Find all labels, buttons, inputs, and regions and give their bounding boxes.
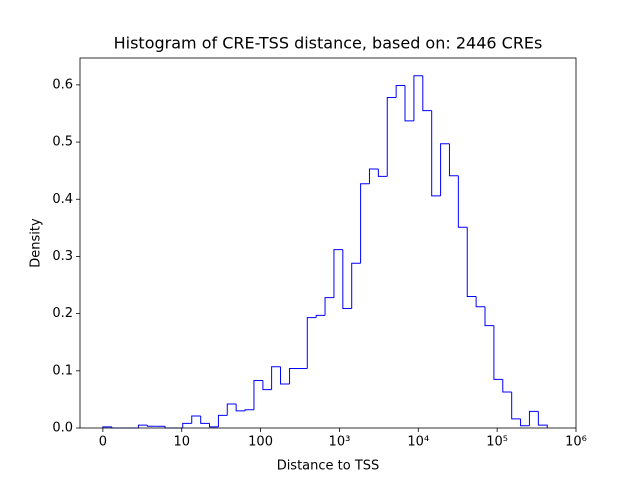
histogram-step: [146, 425, 157, 427]
y-tick-label: 0.0: [52, 421, 73, 436]
histogram-step: [137, 424, 148, 428]
histogram-step: [253, 380, 263, 410]
plot-frame: [79, 57, 577, 429]
y-tick-label: 0.2: [52, 306, 73, 321]
y-tick-label: 0.1: [52, 363, 73, 378]
x-tick-label: 100: [248, 435, 273, 450]
x-tick-label: 10⁶: [565, 435, 587, 450]
histogram-step: [235, 403, 246, 412]
x-axis-label: Distance to TSS: [277, 459, 380, 474]
histogram-step: [440, 143, 450, 196]
histogram-step: [324, 297, 334, 316]
histogram-step: [289, 368, 299, 384]
histogram-step: [208, 423, 219, 428]
y-tick-label: 0.3: [52, 249, 73, 264]
chart-title: Histogram of CRE-TSS distance, based on:…: [114, 34, 543, 53]
histogram-step: [333, 249, 343, 298]
y-tick-label: 0.6: [52, 77, 73, 92]
histogram-step: [431, 110, 441, 197]
histogram-step: [386, 96, 397, 177]
x-tick-label: 10³: [329, 435, 351, 450]
x-tick-label: 0: [99, 435, 107, 450]
histogram-step: [413, 75, 423, 121]
histogram-step: [226, 403, 237, 416]
histogram-step: [484, 306, 494, 327]
histogram-step: [271, 366, 281, 390]
histogram-step: [404, 85, 414, 122]
histogram-step: [368, 168, 379, 184]
histogram-step: [244, 409, 254, 411]
histogram-step: [217, 414, 228, 427]
histogram-step: [422, 75, 432, 112]
histogram-step: [395, 84, 406, 98]
histogram-step: [493, 325, 503, 380]
histogram-step: [457, 175, 468, 228]
histogram-step: [475, 296, 486, 308]
histogram-step: [306, 317, 317, 369]
histogram-step: [342, 249, 352, 309]
y-tick-label: 0.4: [52, 192, 73, 207]
histogram-step: [377, 168, 388, 177]
histogram-step: [182, 422, 192, 428]
x-tick-label: 10⁵: [486, 435, 508, 450]
y-axis-label: Density: [29, 218, 44, 268]
histogram-step: [511, 391, 521, 420]
histogram-step: [262, 380, 272, 391]
histogram-step: [360, 183, 370, 264]
histogram-step: [537, 411, 548, 428]
x-tick-label: 10: [173, 435, 190, 450]
histogram-step: [448, 143, 459, 177]
histogram-step: [191, 415, 201, 424]
histogram-step: [528, 410, 539, 426]
histogram-step: [351, 262, 361, 309]
histogram-step: [502, 379, 512, 393]
x-tick-label: 10⁴: [407, 435, 429, 450]
histogram-step: [520, 418, 530, 427]
histogram-step: [280, 366, 290, 385]
histogram-step: [200, 415, 210, 424]
y-tick-label: 0.5: [52, 135, 73, 150]
histogram-step: [315, 314, 326, 318]
histogram-step: [466, 227, 477, 297]
